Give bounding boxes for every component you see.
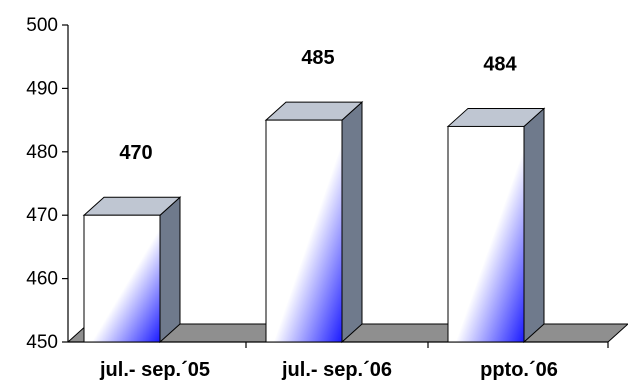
bar-front (265, 119, 343, 343)
x-category-label: jul.- sep.´06 (281, 359, 392, 381)
bar-front (83, 214, 161, 343)
bar-2 (264, 100, 364, 344)
bar-side (341, 100, 363, 344)
bar-side (523, 107, 545, 344)
y-tick-label: 470 (26, 205, 58, 226)
x-category-label: jul.- sep.´05 (99, 359, 210, 381)
x-category-label: ppto.´06 (480, 359, 558, 381)
bar-front (447, 125, 525, 343)
y-tick-label: 500 (26, 15, 58, 36)
bar-1 (82, 196, 182, 344)
bar-3 (446, 107, 546, 344)
bar-side (159, 196, 181, 344)
data-label: 470 (119, 142, 152, 164)
data-label: 484 (483, 53, 517, 75)
y-tick-label: 480 (26, 142, 58, 163)
y-tick-label: 450 (26, 332, 58, 353)
y-tick-label: 460 (26, 269, 58, 290)
data-label: 485 (301, 47, 334, 69)
y-tick-label: 490 (26, 78, 58, 99)
